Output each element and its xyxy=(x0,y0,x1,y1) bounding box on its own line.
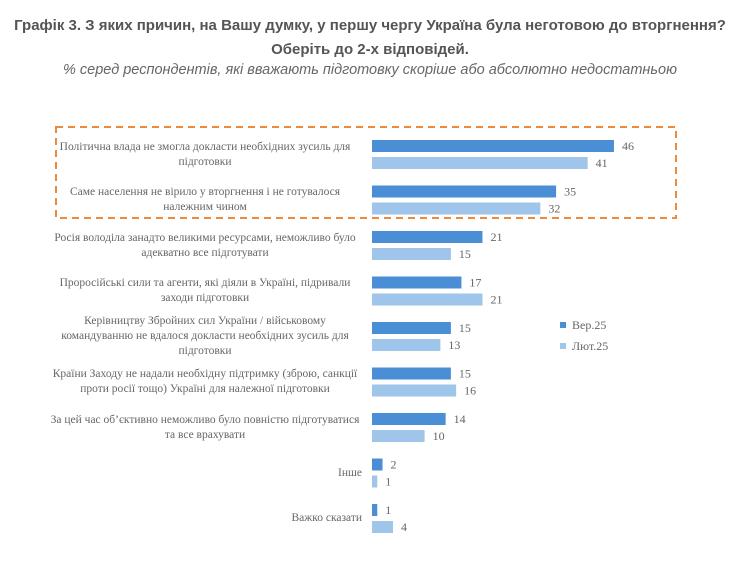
data-label: 2 xyxy=(391,458,397,472)
data-label: 15 xyxy=(459,247,471,261)
data-label: 17 xyxy=(469,276,481,290)
data-label: 1 xyxy=(385,475,391,489)
data-label: 10 xyxy=(433,429,445,443)
category-label: За цей час об’єктивно неможливо було пов… xyxy=(50,413,360,441)
data-label: 14 xyxy=(454,412,466,426)
data-label: 16 xyxy=(464,384,476,398)
bar-ver25 xyxy=(372,276,462,289)
chart-title: Графік 3. З яких причин, на Вашу думку, … xyxy=(14,17,726,58)
category-label: Важко сказати xyxy=(291,512,363,524)
bar-ver25 xyxy=(372,231,483,243)
bar-lut25 xyxy=(372,157,588,169)
bar-lut25 xyxy=(372,339,441,351)
category-label: Саме населення не вірило у вторгнення і … xyxy=(69,186,341,213)
bar-ver25 xyxy=(372,185,557,198)
legend-swatch xyxy=(560,322,566,328)
data-label: 15 xyxy=(459,367,471,381)
category-label: Політична влада не змогла докласти необх… xyxy=(59,140,351,168)
bar-ver25 xyxy=(372,413,446,425)
highlight-box xyxy=(55,126,677,219)
bar-lut25 xyxy=(372,293,483,306)
data-label: 13 xyxy=(448,338,460,352)
category-label: Інше xyxy=(338,466,362,479)
data-label: 41 xyxy=(596,156,608,170)
bar-lut25 xyxy=(372,248,451,260)
data-label: 4 xyxy=(401,520,407,534)
data-label: 46 xyxy=(622,139,634,153)
bar-ver25 xyxy=(372,504,378,516)
bar-ver25 xyxy=(372,322,451,334)
legend-label: Лют.25 xyxy=(572,339,608,353)
bar-ver25 xyxy=(372,367,451,380)
category-label: Країни Заходу не надали необхідну підтри… xyxy=(52,368,358,395)
category-label: Проросійські сили та агенти, які діяли в… xyxy=(59,277,351,304)
legend-swatch xyxy=(560,343,566,349)
category-label: Росія володіла занадто великими ресурсам… xyxy=(54,231,356,259)
bar-lut25 xyxy=(372,430,425,442)
legend-label: Вер.25 xyxy=(572,318,606,332)
data-label: 15 xyxy=(459,321,471,335)
category-label: Керівництву Збройних сил України / війсь… xyxy=(61,315,349,357)
data-label: 21 xyxy=(490,230,502,244)
bar-lut25 xyxy=(372,521,394,533)
data-label: 32 xyxy=(548,202,560,216)
bar-lut25 xyxy=(372,475,378,488)
data-label: 1 xyxy=(385,503,391,517)
bar-lut25 xyxy=(372,202,541,215)
chart-subtitle: % серед респондентів, які вважають підго… xyxy=(63,62,677,78)
bar-ver25 xyxy=(372,458,383,471)
data-label: 35 xyxy=(564,185,576,199)
bar-ver25 xyxy=(372,140,614,152)
bar-lut25 xyxy=(372,384,457,397)
data-label: 21 xyxy=(490,293,502,307)
